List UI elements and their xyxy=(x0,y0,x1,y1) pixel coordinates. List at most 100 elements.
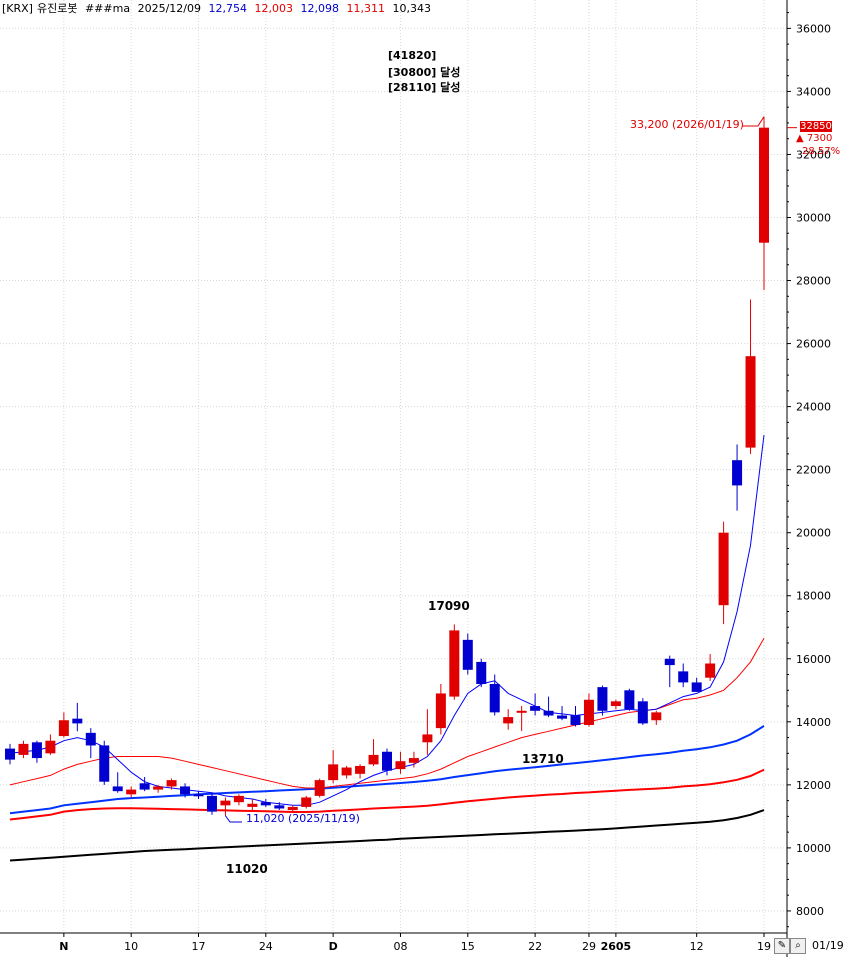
candle-body xyxy=(408,758,419,763)
candle-body xyxy=(328,764,339,781)
candle-body xyxy=(637,701,648,724)
y-tick-label: 10000 xyxy=(796,842,831,855)
candle-body xyxy=(557,715,568,719)
y-tick-label: 26000 xyxy=(796,338,831,351)
candle-body xyxy=(193,794,204,797)
candle-body xyxy=(260,802,271,806)
pencil-icon[interactable]: ✎ xyxy=(774,938,790,954)
candle-body xyxy=(462,639,473,670)
header-value-5: 10,343 xyxy=(392,2,431,15)
price-change-pct: 28.57% xyxy=(802,146,841,157)
header-value-3: 12,098 xyxy=(300,2,339,15)
candle-body xyxy=(476,661,487,684)
candle-body xyxy=(287,806,298,811)
header-date: 2025/12/09 xyxy=(137,2,201,15)
candle-body xyxy=(112,786,123,792)
magnifier-icon[interactable]: ⌕ xyxy=(790,938,806,954)
price-markers xyxy=(225,116,797,823)
ma-long-red-line xyxy=(9,768,765,821)
candle-body xyxy=(274,805,285,809)
candle-body xyxy=(180,786,191,795)
candle-body xyxy=(691,682,702,692)
candlesticks xyxy=(5,116,769,816)
y-tick-label: 14000 xyxy=(796,716,831,729)
header-value-1: 12,754 xyxy=(208,2,247,15)
candle-body xyxy=(99,745,110,782)
x-tick-label: 29 xyxy=(582,940,596,953)
current-price-tag: 32850 xyxy=(800,121,832,132)
candle-body xyxy=(705,663,716,678)
candle-body xyxy=(126,789,137,795)
indicator-name: ###ma xyxy=(84,2,131,15)
candle-body xyxy=(247,803,258,807)
candle-body xyxy=(610,701,621,707)
goal-3: [28110] 달성 xyxy=(388,81,461,94)
candle-body xyxy=(449,630,460,697)
candle-body xyxy=(597,687,608,711)
high-marker-arrow xyxy=(742,116,765,127)
axes xyxy=(0,0,788,957)
grid-lines xyxy=(0,0,787,933)
candle-body xyxy=(314,780,325,796)
candle-body xyxy=(745,356,756,448)
candle-body xyxy=(233,795,244,803)
candle-body xyxy=(583,699,594,725)
ma-long-blue-line xyxy=(9,725,765,815)
chart-header: [KRX] 유진로봇 ###ma 2025/12/09 12,754 12,003… xyxy=(2,0,435,16)
x-tick-label: D xyxy=(329,940,338,953)
y-tick-label: 28000 xyxy=(796,275,831,288)
y-tick-label: 36000 xyxy=(796,22,831,35)
header-value-2: 12,003 xyxy=(254,2,293,15)
y-tick-label: 30000 xyxy=(796,211,831,224)
y-tick-label: 12000 xyxy=(796,779,831,792)
candle-body xyxy=(139,783,150,790)
candle-body xyxy=(153,786,164,790)
candle-body xyxy=(624,690,635,710)
x-tick-label: 12 xyxy=(690,940,704,953)
x-tick-label: 17 xyxy=(192,940,206,953)
ma-longest-line xyxy=(9,809,765,862)
candle-body xyxy=(759,127,769,243)
y-tick-label: 20000 xyxy=(796,527,831,540)
price-change-value: 7300 xyxy=(806,133,833,144)
candle-body xyxy=(651,712,662,721)
goal-2: [30800] 달성 xyxy=(388,66,461,79)
candle-body xyxy=(301,797,312,807)
candle-body xyxy=(678,671,689,683)
x-axis-tick-labels: N 10 17 24 D 08 15 22 29 2605 12 19 xyxy=(59,933,771,953)
candle-body xyxy=(166,780,177,787)
candle-body xyxy=(718,532,729,606)
toolbar-date: 01/19 xyxy=(812,939,844,952)
y-axis-tick-labels: 8000 10000 12000 14000 16000 18000 20000 22000 2… xyxy=(787,12,831,928)
moving-average-lines xyxy=(9,434,765,862)
low-marker-arrow xyxy=(225,815,242,823)
candle-body xyxy=(72,718,83,724)
x-tick-label: 15 xyxy=(461,940,475,953)
candle-body xyxy=(422,734,433,743)
x-tick-label: 2605 xyxy=(601,940,632,953)
x-tick-label: N xyxy=(59,940,68,953)
bottom-label: 11020 xyxy=(226,862,268,876)
candle-body xyxy=(31,742,42,759)
candle-body xyxy=(5,748,15,760)
header-value-4: 11,311 xyxy=(346,2,385,15)
high-marker-label: 33,200 (2026/01/19) xyxy=(630,118,744,131)
low-label: 13710 xyxy=(522,752,564,766)
candle-body xyxy=(489,683,500,713)
candle-body xyxy=(45,740,56,754)
price-change: ▲ 7300 xyxy=(796,133,833,144)
candle-body xyxy=(341,767,352,776)
x-tick-label: 10 xyxy=(124,940,138,953)
candle-body xyxy=(732,460,743,486)
market-code: [KRX] xyxy=(2,2,33,15)
candle-body xyxy=(18,743,29,755)
x-tick-label: 22 xyxy=(528,940,542,953)
y-tick-label: 16000 xyxy=(796,653,831,666)
candle-body xyxy=(503,717,514,724)
y-tick-label: 34000 xyxy=(796,85,831,98)
candle-body xyxy=(570,715,581,725)
y-tick-label: 24000 xyxy=(796,401,831,414)
x-tick-label: 19 xyxy=(757,940,771,953)
candle-body xyxy=(530,706,541,711)
